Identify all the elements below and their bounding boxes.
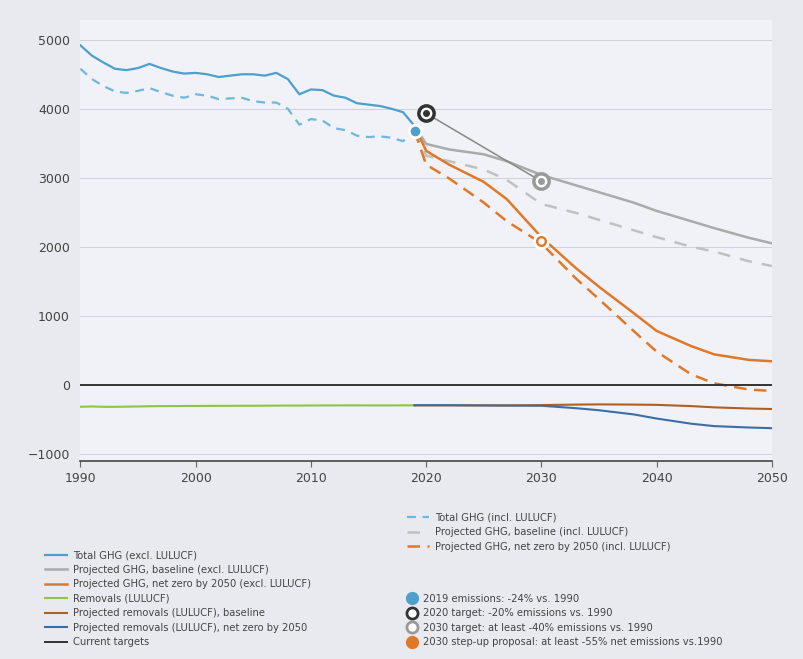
Legend: Total GHG (excl. LULUCF), Projected GHG, baseline (excl. LULUCF), Projected GHG,: Total GHG (excl. LULUCF), Projected GHG,… <box>45 550 311 647</box>
Legend: 2019 emissions: -24% vs. 1990, 2020 target: -20% emissions vs. 1990, 2030 target: 2019 emissions: -24% vs. 1990, 2020 targ… <box>406 594 722 647</box>
Legend: Total GHG (incl. LULUCF), Projected GHG, baseline (incl. LULUCF), Projected GHG,: Total GHG (incl. LULUCF), Projected GHG,… <box>406 513 670 552</box>
